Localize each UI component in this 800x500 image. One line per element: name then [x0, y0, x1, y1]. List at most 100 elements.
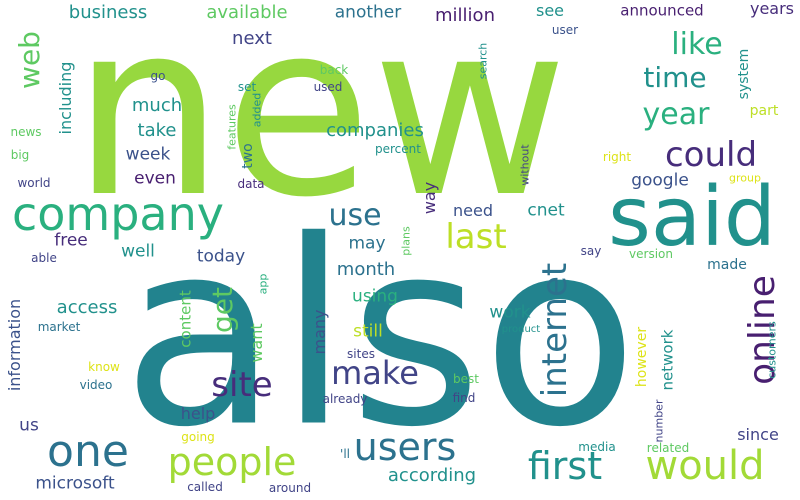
word-need: need [453, 201, 493, 220]
word-media: media [578, 440, 616, 454]
word-number: number [652, 399, 666, 443]
word-ll: 'll [340, 447, 350, 461]
word-first: first [527, 444, 603, 488]
word-news: news [10, 125, 42, 139]
word-business: business [68, 2, 148, 23]
word-say: say [580, 244, 602, 258]
word-week: week [125, 144, 171, 165]
word-internet: internet [535, 262, 575, 398]
word-set: set [237, 80, 257, 94]
word-group: group [729, 171, 761, 185]
word-people: people [167, 440, 297, 484]
word-take: take [137, 120, 177, 141]
word-another: another [334, 2, 402, 23]
word-million: million [435, 5, 495, 26]
word-percent: percent [375, 142, 421, 156]
word-big: big [10, 148, 30, 162]
word-since: since [737, 425, 779, 444]
word-without: without [518, 144, 532, 186]
word-want: want [247, 323, 266, 363]
word-web: web [13, 31, 46, 89]
word-time: time [643, 61, 707, 94]
word-going: going [181, 430, 215, 444]
word-free: free [54, 230, 88, 251]
word-access: access [56, 297, 118, 318]
word-system: system [736, 48, 752, 100]
word-way: way [420, 181, 439, 215]
word-work: work [489, 302, 531, 323]
word-network: network [658, 329, 677, 391]
word-customers: customers [765, 321, 779, 379]
word-companies: companies [326, 120, 424, 141]
word-one: one [47, 426, 129, 477]
word-market: market [37, 320, 81, 334]
word-make: make [331, 354, 419, 392]
word-features: features [225, 104, 239, 150]
word-would: would [645, 443, 765, 489]
word-said: said [608, 170, 776, 265]
word-company: company [11, 187, 225, 241]
word-also: also [122, 186, 638, 484]
word-back: back [319, 63, 349, 77]
word-called: called [187, 480, 223, 494]
word-help: help [180, 404, 216, 423]
word-used: used [313, 80, 343, 94]
word-available: available [206, 2, 288, 23]
word-many: many [310, 309, 329, 355]
word-related: related [646, 441, 690, 455]
word-new: new [71, 0, 569, 250]
word-microsoft: microsoft [35, 473, 115, 494]
word-world: world [17, 176, 51, 190]
word-month: month [336, 259, 396, 280]
word-see: see [535, 1, 565, 20]
word-video: video [79, 378, 113, 392]
word-find: find [452, 391, 476, 405]
word-cnet: cnet [527, 200, 565, 221]
word-two: two [240, 143, 256, 169]
word-right: right [602, 150, 632, 164]
word-well: well [121, 241, 155, 262]
word-still: still [353, 321, 383, 342]
word-even: even [134, 168, 176, 189]
word-data: data [237, 177, 265, 191]
word-content: content [176, 290, 195, 348]
word-around: around [268, 481, 312, 495]
word-know: know [88, 360, 120, 374]
word-app: app [256, 273, 270, 295]
word-version: version [629, 247, 673, 261]
word-today: today [196, 246, 246, 267]
word-years: years [749, 0, 795, 18]
word-information: information [5, 298, 24, 392]
word-get: get [206, 287, 239, 333]
word-year: year [642, 97, 710, 132]
word-however: however [634, 326, 650, 388]
word-us: us [19, 415, 39, 436]
word-google: google [631, 170, 689, 191]
word-last: last [445, 217, 507, 257]
word-sites: sites [347, 347, 375, 361]
word-using: using [352, 286, 398, 307]
word-including: including [56, 61, 75, 135]
word-search: search [476, 42, 490, 80]
word-users: users [353, 425, 457, 469]
word-user: user [551, 23, 579, 37]
word-according: according [387, 465, 477, 486]
word-able: able [31, 251, 57, 265]
word-could: could [664, 135, 758, 175]
word-plans: plans [399, 226, 413, 256]
word-use: use [328, 198, 382, 233]
word-already: already [322, 392, 368, 406]
word-much: much [131, 95, 183, 116]
word-announced: announced [620, 1, 704, 20]
word-next: next [232, 28, 272, 49]
word-site: site [211, 365, 273, 405]
word-part: part [749, 103, 779, 119]
word-added: added [250, 92, 264, 128]
word-may: may [348, 233, 386, 254]
word-best: best [453, 372, 479, 386]
word-like: like [671, 27, 723, 62]
word-go: go [150, 69, 166, 83]
word-made: made [707, 257, 747, 273]
word-product: product [501, 324, 541, 335]
